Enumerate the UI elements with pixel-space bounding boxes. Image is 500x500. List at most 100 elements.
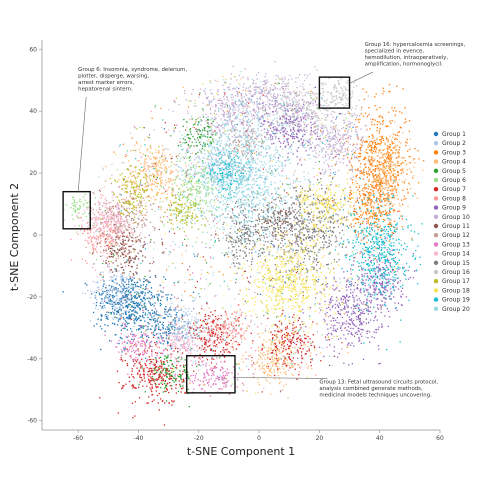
data-point xyxy=(339,139,341,141)
data-point xyxy=(251,356,253,359)
data-point xyxy=(273,359,275,361)
data-point xyxy=(95,249,97,251)
data-point xyxy=(391,178,393,180)
data-point xyxy=(371,185,373,187)
data-point xyxy=(246,277,248,279)
data-point xyxy=(144,168,146,170)
data-point xyxy=(392,188,394,190)
data-point xyxy=(186,331,188,334)
data-point xyxy=(200,168,202,170)
data-point xyxy=(130,315,132,317)
data-point xyxy=(263,110,265,112)
data-point xyxy=(361,328,363,331)
data-point xyxy=(207,185,209,188)
data-point xyxy=(380,212,382,214)
data-point xyxy=(162,378,164,380)
data-point xyxy=(369,261,372,263)
data-point xyxy=(167,341,169,344)
data-point xyxy=(81,226,83,228)
data-point xyxy=(172,187,174,189)
data-point xyxy=(103,221,106,223)
data-point xyxy=(163,128,165,130)
data-point xyxy=(385,176,387,178)
data-point xyxy=(130,301,132,303)
data-point xyxy=(190,350,192,352)
data-point xyxy=(156,366,158,368)
data-point xyxy=(101,328,103,330)
data-point xyxy=(285,337,287,339)
data-point xyxy=(215,188,217,190)
data-point xyxy=(205,349,207,351)
data-point xyxy=(157,192,160,194)
data-point xyxy=(291,240,294,242)
data-point xyxy=(165,131,167,133)
data-point xyxy=(237,318,239,320)
data-point xyxy=(140,286,142,288)
data-point xyxy=(171,219,173,221)
data-point xyxy=(412,159,414,161)
data-point xyxy=(92,250,95,252)
data-point xyxy=(358,185,360,187)
data-point xyxy=(175,169,177,171)
data-point xyxy=(350,307,352,309)
data-point xyxy=(336,300,338,302)
data-point xyxy=(327,230,329,232)
data-point xyxy=(141,358,143,360)
data-point xyxy=(132,174,134,176)
data-point xyxy=(112,205,114,207)
data-point xyxy=(267,363,269,365)
data-point xyxy=(133,281,136,284)
data-point xyxy=(107,302,109,304)
data-point xyxy=(369,162,371,164)
data-point xyxy=(240,334,242,336)
data-point xyxy=(135,305,138,307)
data-point xyxy=(146,350,149,352)
data-point xyxy=(339,113,341,115)
data-point xyxy=(389,223,391,225)
data-point xyxy=(99,242,101,244)
data-point xyxy=(101,307,103,309)
data-point xyxy=(171,388,173,390)
data-point xyxy=(288,346,290,348)
data-point xyxy=(291,332,293,334)
data-point xyxy=(376,197,378,199)
data-point xyxy=(256,362,258,364)
data-point xyxy=(120,304,122,306)
data-point xyxy=(217,319,219,321)
data-point xyxy=(229,172,231,174)
data-point xyxy=(170,169,172,172)
data-point xyxy=(375,93,377,95)
data-point xyxy=(288,269,290,271)
data-point xyxy=(214,130,216,132)
data-point xyxy=(235,320,237,323)
data-point xyxy=(164,328,167,330)
data-point xyxy=(393,226,395,228)
data-point xyxy=(223,356,226,358)
data-point xyxy=(368,135,370,138)
data-point xyxy=(361,172,363,174)
data-point xyxy=(389,221,391,224)
data-point xyxy=(380,177,382,180)
data-point xyxy=(342,142,344,144)
data-point xyxy=(164,313,166,315)
data-point xyxy=(121,299,123,301)
data-point xyxy=(138,329,140,331)
data-point xyxy=(278,367,280,370)
data-point xyxy=(160,372,162,374)
data-point xyxy=(174,310,176,312)
data-point xyxy=(290,343,292,345)
data-point xyxy=(140,365,142,367)
data-point xyxy=(225,252,227,254)
data-point xyxy=(371,206,373,208)
data-point xyxy=(368,322,370,324)
data-point xyxy=(172,401,174,403)
data-point xyxy=(144,186,146,188)
data-point xyxy=(338,302,340,304)
data-point xyxy=(149,312,151,314)
data-point xyxy=(274,334,276,336)
data-point xyxy=(121,304,123,306)
data-point xyxy=(387,161,389,163)
data-point xyxy=(389,155,391,157)
data-point xyxy=(112,294,114,297)
